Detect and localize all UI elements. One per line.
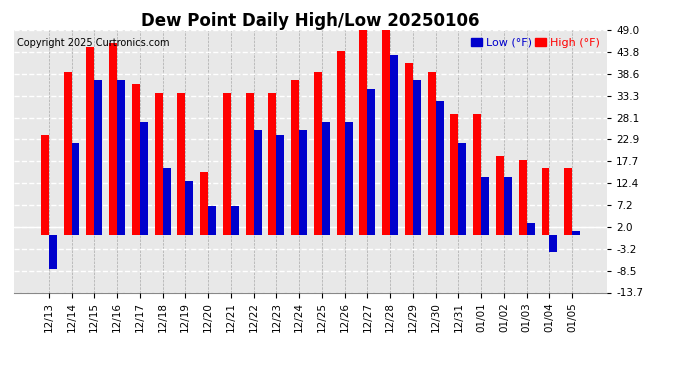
Bar [231, 206, 239, 235]
Bar [405, 63, 413, 235]
Bar [564, 168, 572, 235]
Bar [322, 122, 330, 235]
Bar [428, 72, 435, 235]
Bar [200, 172, 208, 235]
Bar [481, 177, 489, 235]
Bar [254, 130, 262, 235]
Bar [526, 223, 535, 235]
Bar [49, 235, 57, 268]
Bar [208, 206, 216, 235]
Bar [86, 47, 95, 235]
Bar [458, 143, 466, 235]
Bar [390, 55, 398, 235]
Bar [186, 181, 193, 235]
Text: Copyright 2025 Curtronics.com: Copyright 2025 Curtronics.com [17, 38, 169, 48]
Bar [177, 93, 186, 235]
Bar [72, 143, 79, 235]
Bar [140, 122, 148, 235]
Bar [246, 93, 254, 235]
Title: Dew Point Daily High/Low 20250106: Dew Point Daily High/Low 20250106 [141, 12, 480, 30]
Bar [163, 168, 170, 235]
Bar [367, 88, 375, 235]
Bar [572, 231, 580, 235]
Bar [314, 72, 322, 235]
Bar [109, 42, 117, 235]
Bar [542, 168, 549, 235]
Bar [413, 80, 421, 235]
Bar [95, 80, 102, 235]
Bar [41, 135, 49, 235]
Bar [382, 30, 390, 235]
Bar [549, 235, 558, 252]
Bar [155, 93, 163, 235]
Bar [268, 93, 277, 235]
Bar [132, 84, 140, 235]
Bar [277, 135, 284, 235]
Bar [519, 160, 526, 235]
Bar [473, 114, 481, 235]
Bar [299, 130, 307, 235]
Bar [435, 101, 444, 235]
Bar [291, 80, 299, 235]
Bar [117, 80, 125, 235]
Bar [451, 114, 458, 235]
Bar [496, 156, 504, 235]
Legend: Low (°F), High (°F): Low (°F), High (°F) [469, 36, 602, 50]
Bar [359, 30, 367, 235]
Bar [504, 177, 512, 235]
Bar [344, 122, 353, 235]
Bar [63, 72, 72, 235]
Bar [337, 51, 344, 235]
Bar [223, 93, 231, 235]
